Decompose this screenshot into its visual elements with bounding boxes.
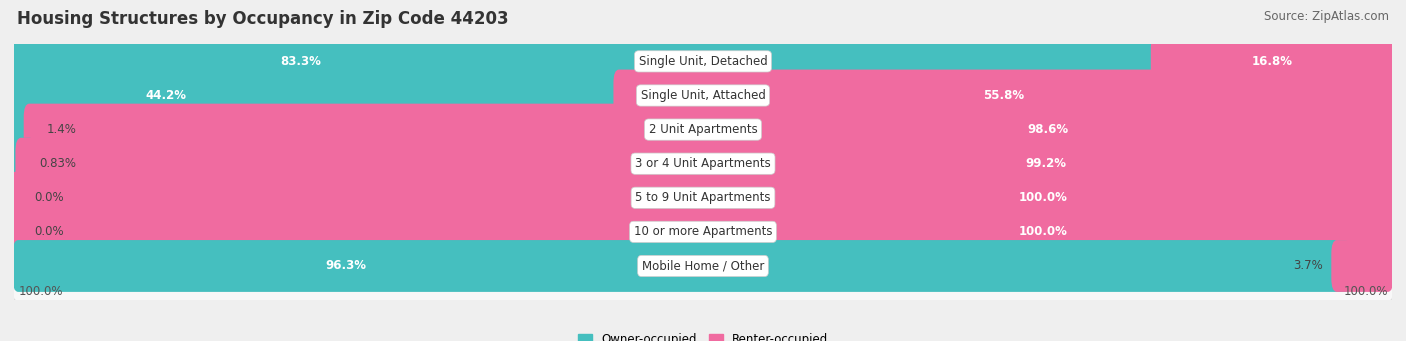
Text: 55.8%: 55.8% xyxy=(983,89,1024,102)
FancyBboxPatch shape xyxy=(15,138,1393,190)
FancyBboxPatch shape xyxy=(11,94,1395,165)
Text: 3.7%: 3.7% xyxy=(1294,260,1323,272)
Text: 5 to 9 Unit Apartments: 5 to 9 Unit Apartments xyxy=(636,191,770,204)
Text: Mobile Home / Other: Mobile Home / Other xyxy=(641,260,765,272)
FancyBboxPatch shape xyxy=(613,70,1393,121)
Text: 0.83%: 0.83% xyxy=(39,157,76,170)
FancyBboxPatch shape xyxy=(13,104,44,155)
Text: Housing Structures by Occupancy in Zip Code 44203: Housing Structures by Occupancy in Zip C… xyxy=(17,10,509,28)
Text: 98.6%: 98.6% xyxy=(1028,123,1069,136)
FancyBboxPatch shape xyxy=(11,60,1395,131)
FancyBboxPatch shape xyxy=(11,231,1395,301)
FancyBboxPatch shape xyxy=(24,104,1393,155)
Text: Single Unit, Attached: Single Unit, Attached xyxy=(641,89,765,102)
Text: 0.0%: 0.0% xyxy=(35,191,65,204)
Text: 99.2%: 99.2% xyxy=(1025,157,1067,170)
FancyBboxPatch shape xyxy=(1331,240,1393,292)
FancyBboxPatch shape xyxy=(11,162,1395,233)
FancyBboxPatch shape xyxy=(11,128,1395,199)
Text: Single Unit, Detached: Single Unit, Detached xyxy=(638,55,768,68)
Text: 96.3%: 96.3% xyxy=(325,260,367,272)
Text: 100.0%: 100.0% xyxy=(1019,225,1067,238)
Text: 0.0%: 0.0% xyxy=(35,225,65,238)
Text: Source: ZipAtlas.com: Source: ZipAtlas.com xyxy=(1264,10,1389,23)
FancyBboxPatch shape xyxy=(11,26,1395,97)
FancyBboxPatch shape xyxy=(1152,35,1393,87)
FancyBboxPatch shape xyxy=(13,70,633,121)
Text: 10 or more Apartments: 10 or more Apartments xyxy=(634,225,772,238)
Text: 3 or 4 Unit Apartments: 3 or 4 Unit Apartments xyxy=(636,157,770,170)
FancyBboxPatch shape xyxy=(13,240,1351,292)
FancyBboxPatch shape xyxy=(13,35,1171,87)
Text: 100.0%: 100.0% xyxy=(1019,191,1067,204)
Text: 16.8%: 16.8% xyxy=(1251,55,1292,68)
FancyBboxPatch shape xyxy=(4,206,1393,258)
FancyBboxPatch shape xyxy=(11,196,1395,267)
FancyBboxPatch shape xyxy=(13,138,35,190)
Legend: Owner-occupied, Renter-occupied: Owner-occupied, Renter-occupied xyxy=(572,328,834,341)
Text: 2 Unit Apartments: 2 Unit Apartments xyxy=(648,123,758,136)
Text: 44.2%: 44.2% xyxy=(146,89,187,102)
FancyBboxPatch shape xyxy=(4,172,1393,224)
Text: 100.0%: 100.0% xyxy=(1343,285,1388,298)
Text: 83.3%: 83.3% xyxy=(281,55,322,68)
Text: 100.0%: 100.0% xyxy=(18,285,63,298)
Text: 1.4%: 1.4% xyxy=(48,123,77,136)
